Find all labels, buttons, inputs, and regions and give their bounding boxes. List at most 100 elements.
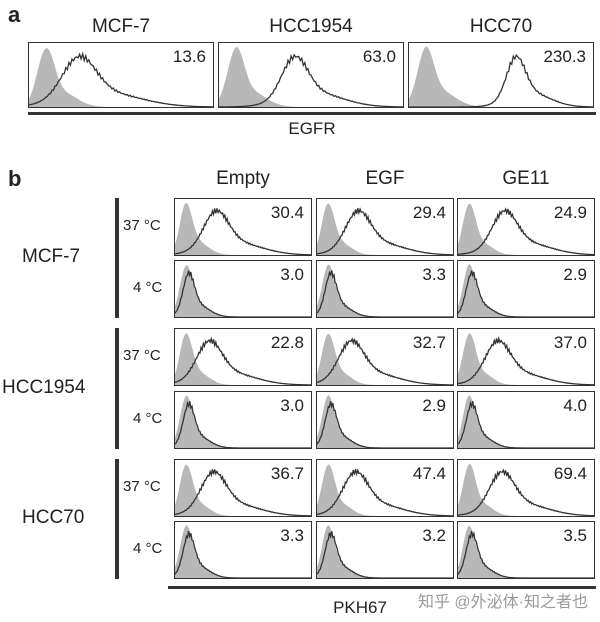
pkh67-histogram-1-0-0-plot xyxy=(175,333,311,385)
panel-a-xlabel: EGFR xyxy=(288,119,336,138)
egfr-histogram-1: 63.0 xyxy=(218,42,404,108)
row-group-bar xyxy=(115,198,119,318)
pkh67-histogram-1-0-0: 22.8 xyxy=(174,328,312,386)
pkh67-histogram-2-1-0: 3.3 xyxy=(174,521,312,579)
panel-b-column-0: Empty xyxy=(216,168,270,189)
pkh67-histogram-1-1-0: 3.0 xyxy=(174,391,312,449)
histogram-value: 4.0 xyxy=(563,396,587,415)
stained-sample-histogram xyxy=(175,531,311,578)
stained-sample-histogram xyxy=(317,531,453,578)
histogram-value: 3.0 xyxy=(280,265,304,284)
isotype-control-histogram xyxy=(175,525,311,578)
isotype-control-histogram xyxy=(317,525,453,578)
pkh67-histogram-2-1-1-plot xyxy=(317,525,453,578)
histogram-value: 69.4 xyxy=(553,464,587,483)
row-group-bar xyxy=(115,328,119,449)
isotype-control-histogram xyxy=(458,463,594,516)
pkh67-histogram-2-1-1: 3.2 xyxy=(316,521,454,579)
stained-sample-histogram xyxy=(175,271,311,317)
panel-b-column-1: EGF xyxy=(365,168,405,189)
histogram-value: 29.4 xyxy=(412,203,446,222)
pkh67-histogram-2-0-2-plot xyxy=(458,463,594,516)
isotype-control-histogram xyxy=(458,333,594,385)
histogram-value: 3.5 xyxy=(563,526,587,545)
stained-sample-histogram xyxy=(458,209,594,255)
histogram-value: 37.0 xyxy=(553,333,587,352)
pkh67-histogram-0-1-0-plot xyxy=(175,265,311,317)
row-label-2: HCC70 xyxy=(22,507,85,528)
temperature-label: 37 °C xyxy=(123,217,161,234)
panel-a-axis-bar xyxy=(28,112,596,115)
isotype-control-histogram xyxy=(175,265,311,317)
egfr-histogram-1-plot xyxy=(219,47,403,107)
isotype-control-histogram xyxy=(409,46,593,107)
egfr-histogram-0: 13.6 xyxy=(28,42,214,108)
isotype-control-histogram xyxy=(317,203,453,255)
stained-sample-histogram xyxy=(458,271,594,317)
temperature-label: 37 °C xyxy=(123,478,161,495)
pkh67-histogram-2-1-0-plot xyxy=(175,525,311,578)
histogram-value: 36.7 xyxy=(270,464,304,483)
isotype-control-histogram xyxy=(458,395,594,448)
pkh67-histogram-1-0-1: 32.7 xyxy=(316,328,454,386)
stained-sample-histogram xyxy=(29,54,213,107)
stained-sample-histogram xyxy=(458,531,594,578)
pkh67-histogram-1-0-2: 37.0 xyxy=(457,328,595,386)
pkh67-histogram-1-1-2: 4.0 xyxy=(457,391,595,449)
panel-a-label: a xyxy=(8,2,21,27)
histogram-value: 3.0 xyxy=(280,396,304,415)
temperature-label: 37 °C xyxy=(123,347,161,364)
histogram-value: 230.3 xyxy=(543,47,586,66)
isotype-control-histogram xyxy=(175,464,311,516)
isotype-control-histogram xyxy=(317,395,453,448)
stained-sample-histogram xyxy=(175,339,311,385)
histogram-value: 2.9 xyxy=(422,396,446,415)
histogram-value: 22.8 xyxy=(270,333,304,352)
stained-sample-histogram xyxy=(317,270,453,317)
isotype-control-histogram xyxy=(458,264,594,317)
histogram-value: 63.0 xyxy=(362,47,396,66)
row-label-0: MCF-7 xyxy=(22,246,81,267)
pkh67-histogram-2-0-1-plot xyxy=(317,464,453,516)
pkh67-histogram-1-1-0-plot xyxy=(175,395,311,448)
isotype-control-histogram xyxy=(317,264,453,317)
pkh67-histogram-2-1-2-plot xyxy=(458,525,594,578)
histogram-value: 47.4 xyxy=(412,464,446,483)
pkh67-histogram-0-1-1-plot xyxy=(317,264,453,317)
pkh67-histogram-1-1-2-plot xyxy=(458,395,594,448)
pkh67-histogram-2-0-2: 69.4 xyxy=(457,459,595,517)
stained-sample-histogram xyxy=(175,469,311,516)
stained-sample-histogram xyxy=(317,339,453,385)
pkh67-histogram-2-1-2: 3.5 xyxy=(457,521,595,579)
egfr-histogram-2-plot xyxy=(409,46,593,107)
pkh67-histogram-0-0-0-plot xyxy=(175,202,311,255)
histogram-value: 3.3 xyxy=(422,265,446,284)
watermark: 知乎 @外泌体·知之者也 xyxy=(417,594,588,611)
histogram-value: 32.7 xyxy=(412,333,446,352)
egfr-histogram-2: 230.3 xyxy=(408,42,594,108)
pkh67-histogram-0-1-2-plot xyxy=(458,264,594,317)
histogram-value: 3.3 xyxy=(280,526,304,545)
pkh67-histogram-1-1-1: 2.9 xyxy=(316,391,454,449)
pkh67-histogram-2-0-0: 36.7 xyxy=(174,459,312,517)
stained-sample-histogram xyxy=(317,208,453,255)
pkh67-histogram-0-0-1: 29.4 xyxy=(316,198,454,256)
stained-sample-histogram xyxy=(409,55,593,107)
stained-sample-histogram xyxy=(175,401,311,448)
histogram-value: 13.6 xyxy=(172,47,206,66)
isotype-control-histogram xyxy=(29,48,213,107)
pkh67-histogram-0-1-0: 3.0 xyxy=(174,260,312,318)
pkh67-histogram-0-1-2: 2.9 xyxy=(457,260,595,318)
stained-sample-histogram xyxy=(458,470,594,515)
histogram-value: 24.9 xyxy=(553,203,587,222)
panel-a-title-0: MCF-7 xyxy=(91,16,151,37)
pkh67-histogram-0-0-2-plot xyxy=(458,203,594,255)
isotype-control-histogram xyxy=(175,395,311,448)
isotype-control-histogram xyxy=(175,333,311,385)
stained-sample-histogram xyxy=(458,338,594,384)
pkh67-histogram-0-1-1: 3.3 xyxy=(316,260,454,318)
stained-sample-histogram xyxy=(317,469,453,516)
stained-sample-histogram xyxy=(175,208,311,254)
stained-sample-histogram xyxy=(317,401,453,448)
panel-b-xlabel: PKH67 xyxy=(333,598,387,617)
